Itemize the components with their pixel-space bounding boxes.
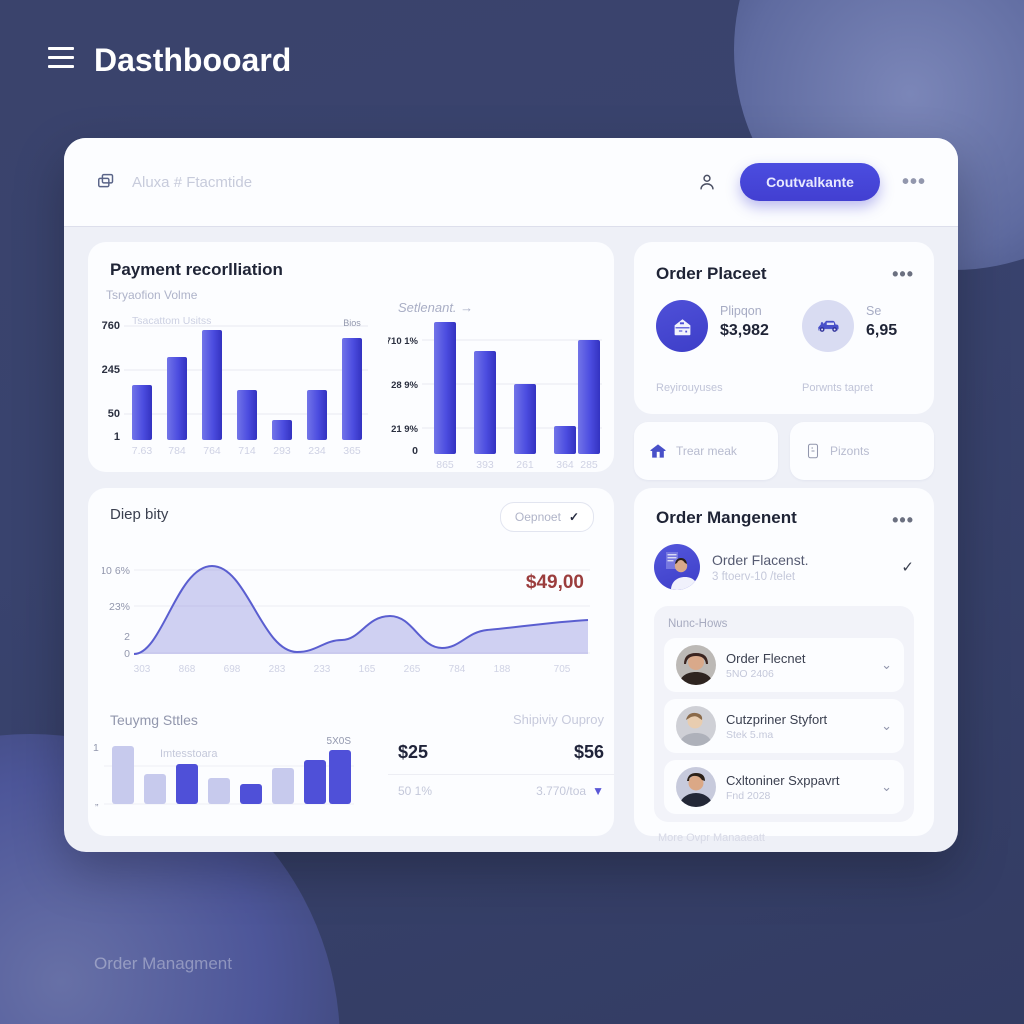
svg-text:303: 303: [134, 664, 151, 675]
svg-text:364: 364: [556, 459, 574, 471]
svg-text:Setlenant. →: Setlenant. →: [398, 300, 473, 315]
svg-text:784: 784: [168, 445, 186, 457]
svg-text:5X0S: 5X0S: [327, 736, 352, 747]
svg-text:165: 165: [359, 664, 376, 675]
svg-text:245: 245: [102, 364, 120, 376]
svg-text:0: 0: [124, 648, 130, 660]
svg-text:2: 2: [124, 631, 130, 643]
svg-text:760: 760: [102, 320, 120, 332]
svg-text:714: 714: [238, 445, 256, 457]
svg-text:283: 283: [269, 664, 286, 675]
svg-text:393: 393: [476, 459, 494, 471]
svg-text:784: 784: [449, 664, 466, 675]
svg-text:23%: 23%: [109, 601, 130, 613]
svg-text:764: 764: [203, 445, 221, 457]
svg-text:233: 233: [314, 664, 331, 675]
svg-text:698: 698: [224, 664, 241, 675]
svg-text:Tsacattom Usitss: Tsacattom Usitss: [132, 315, 211, 327]
svg-text:705: 705: [554, 664, 571, 675]
svg-text:Bios: Bios: [343, 318, 361, 328]
svg-text:710 1%: 710 1%: [388, 336, 419, 347]
svg-text:261: 261: [516, 459, 534, 471]
svg-text:365: 365: [343, 445, 361, 457]
svg-text:21 9%: 21 9%: [391, 424, 418, 435]
svg-text:0: 0: [412, 445, 418, 457]
svg-text:50: 50: [108, 408, 120, 420]
svg-text:10 6%: 10 6%: [102, 565, 130, 577]
svg-text:1: 1: [114, 431, 120, 443]
svg-text:265: 265: [404, 664, 421, 675]
svg-text:285: 285: [580, 459, 598, 471]
svg-text:865: 865: [436, 459, 454, 471]
svg-text:293: 293: [273, 445, 291, 457]
svg-text:188: 188: [494, 664, 511, 675]
svg-text:7.63: 7.63: [132, 445, 153, 457]
svg-text:234: 234: [308, 445, 326, 457]
svg-text:868: 868: [179, 664, 196, 675]
svg-text:28 9%: 28 9%: [391, 380, 418, 391]
